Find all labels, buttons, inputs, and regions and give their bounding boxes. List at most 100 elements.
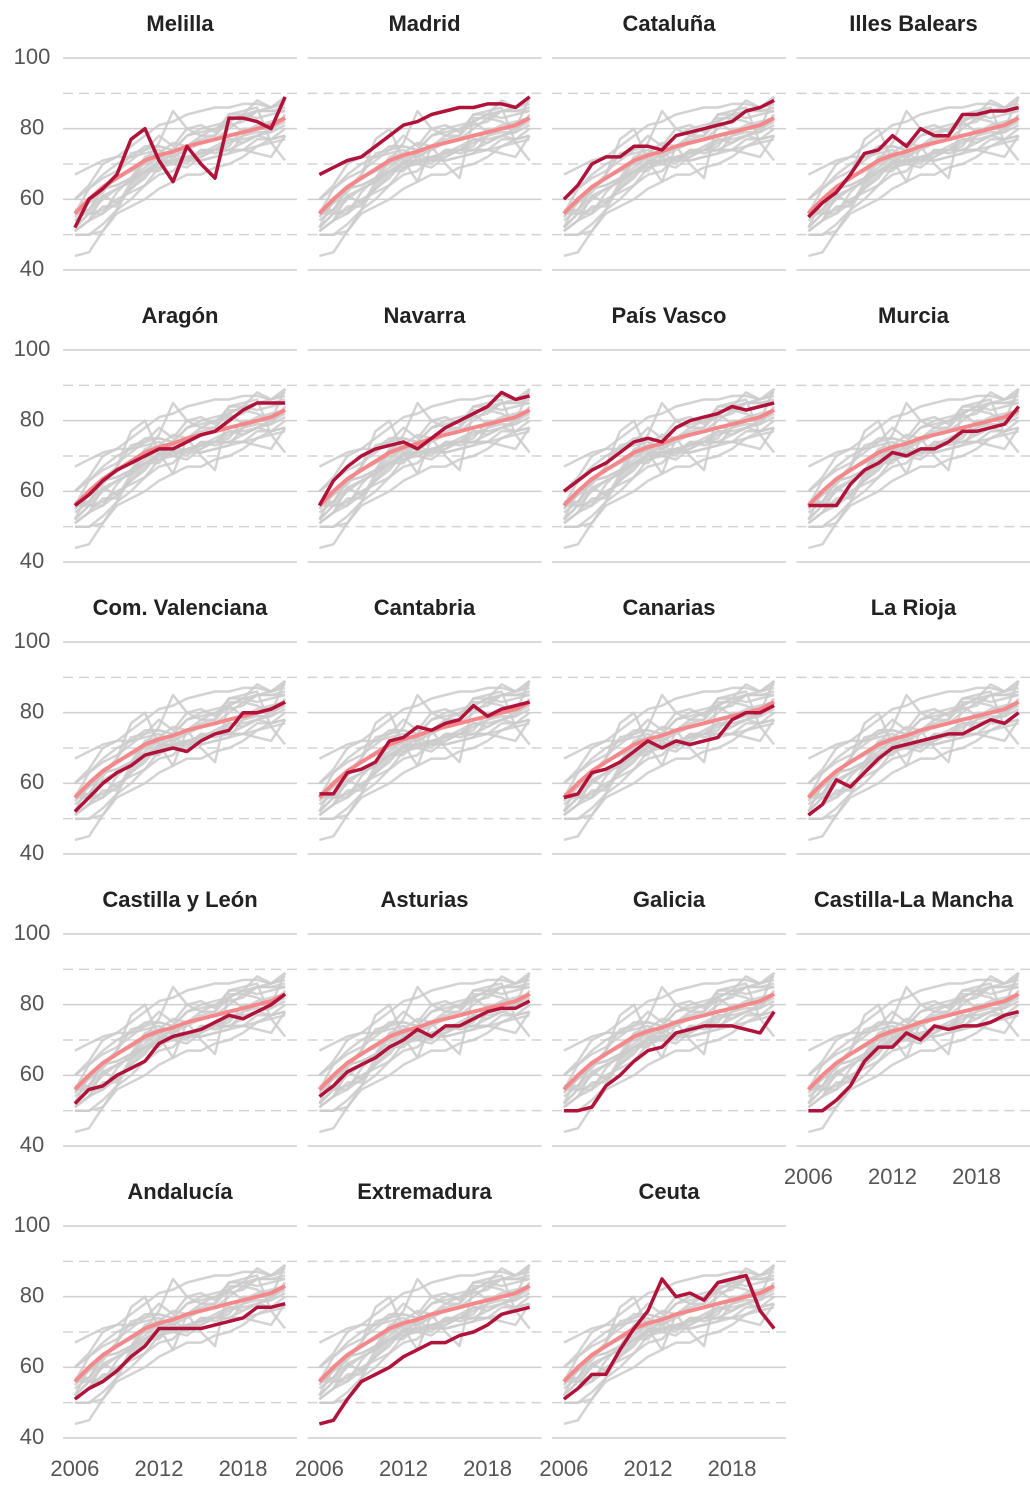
panel-title: Castilla-La Mancha bbox=[814, 887, 1014, 912]
background-line bbox=[73, 1267, 286, 1383]
background-line bbox=[562, 975, 775, 1091]
background-line bbox=[563, 138, 775, 258]
panel-title: Murcia bbox=[878, 303, 950, 328]
background-line bbox=[807, 415, 1020, 514]
average-line bbox=[73, 1284, 286, 1383]
background-line bbox=[318, 985, 530, 1077]
background-line bbox=[74, 1291, 286, 1390]
background-line bbox=[318, 690, 531, 817]
background-line bbox=[563, 430, 775, 550]
average-line bbox=[317, 116, 531, 215]
background-line bbox=[563, 982, 776, 1109]
background-line bbox=[318, 718, 530, 817]
background-line bbox=[74, 690, 287, 817]
y-tick-label: 40 bbox=[20, 256, 44, 281]
background-line bbox=[74, 718, 286, 817]
background-line bbox=[563, 985, 775, 1077]
x-tick-label: 2018 bbox=[952, 1164, 1001, 1189]
background-line bbox=[318, 975, 530, 1091]
background-line bbox=[74, 398, 287, 525]
highlight-line bbox=[808, 405, 1020, 508]
background-line bbox=[318, 134, 530, 233]
highlight-line bbox=[73, 992, 287, 1105]
background-line bbox=[563, 993, 775, 1105]
y-tick-label: 40 bbox=[20, 1424, 44, 1449]
background-line bbox=[318, 701, 531, 813]
background-line bbox=[74, 1285, 286, 1397]
average-line bbox=[73, 992, 286, 1091]
background-line bbox=[318, 982, 531, 1109]
x-tick-label: 2012 bbox=[868, 1164, 917, 1189]
background-line bbox=[808, 1014, 1019, 1134]
background-line bbox=[319, 1014, 530, 1134]
background-line bbox=[808, 430, 1019, 550]
panel-title: Madrid bbox=[388, 11, 460, 36]
background-line bbox=[74, 106, 287, 233]
y-tick-label: 80 bbox=[20, 406, 44, 431]
background-line bbox=[318, 401, 530, 493]
background-line bbox=[74, 701, 286, 813]
background-line bbox=[74, 123, 286, 222]
panel-title: Navarra bbox=[384, 303, 467, 328]
background-line bbox=[73, 683, 286, 799]
background-line bbox=[319, 138, 530, 258]
y-tick-label: 80 bbox=[20, 1282, 44, 1307]
x-tick-label: 2006 bbox=[50, 1456, 99, 1481]
panel-title: Aragón bbox=[142, 303, 219, 328]
background-line bbox=[318, 1267, 530, 1383]
panel-title: Castilla y León bbox=[102, 887, 257, 912]
y-tick-label: 60 bbox=[20, 1353, 44, 1378]
average-line bbox=[562, 116, 775, 215]
y-tick-label: 40 bbox=[20, 840, 44, 865]
background-line bbox=[807, 982, 1020, 1109]
highlight-line bbox=[318, 95, 531, 177]
background-line bbox=[318, 1302, 530, 1401]
y-tick-label: 100 bbox=[14, 628, 51, 653]
highlight-line bbox=[318, 1305, 531, 1426]
y-tick-label: 100 bbox=[14, 920, 51, 945]
background-line bbox=[807, 683, 1019, 799]
background-line bbox=[807, 123, 1020, 222]
highlight-line bbox=[563, 1010, 776, 1113]
average-line bbox=[317, 992, 531, 1091]
background-line bbox=[563, 409, 775, 521]
background-line bbox=[74, 693, 286, 785]
highlight-line bbox=[562, 98, 775, 201]
background-line bbox=[807, 109, 1019, 201]
panel-title: Cantabria bbox=[374, 595, 476, 620]
average-line bbox=[317, 1284, 531, 1383]
x-tick-label: 2018 bbox=[463, 1456, 512, 1481]
background-line bbox=[807, 391, 1019, 507]
background-line bbox=[318, 1291, 531, 1390]
panel-title: Andalucía bbox=[127, 1179, 233, 1204]
background-line bbox=[807, 117, 1020, 229]
background-line bbox=[807, 401, 1019, 493]
background-line bbox=[74, 430, 286, 550]
y-tick-label: 40 bbox=[20, 1132, 44, 1157]
highlight-line bbox=[73, 401, 286, 507]
background-line bbox=[318, 415, 531, 514]
background-line bbox=[807, 999, 1020, 1098]
highlight-line bbox=[562, 401, 775, 493]
x-tick-label: 2018 bbox=[219, 1456, 268, 1481]
background-line bbox=[808, 138, 1019, 258]
background-line bbox=[73, 99, 286, 215]
highlight-line bbox=[318, 999, 531, 1098]
highlight-line bbox=[563, 704, 775, 800]
background-line bbox=[318, 409, 531, 521]
y-tick-label: 100 bbox=[14, 44, 51, 69]
y-tick-label: 100 bbox=[14, 336, 51, 361]
background-line bbox=[318, 117, 531, 229]
panel-title: Cataluña bbox=[623, 11, 717, 36]
panel-title: Com. Valenciana bbox=[93, 595, 269, 620]
background-line bbox=[807, 975, 1019, 1091]
background-line bbox=[563, 1285, 775, 1397]
highlight-line bbox=[808, 1010, 1020, 1113]
y-tick-label: 60 bbox=[20, 1061, 44, 1086]
background-line bbox=[319, 430, 530, 550]
highlight-line bbox=[317, 390, 531, 507]
background-line bbox=[74, 722, 286, 842]
background-line bbox=[74, 426, 286, 525]
highlight-line bbox=[562, 1273, 776, 1401]
